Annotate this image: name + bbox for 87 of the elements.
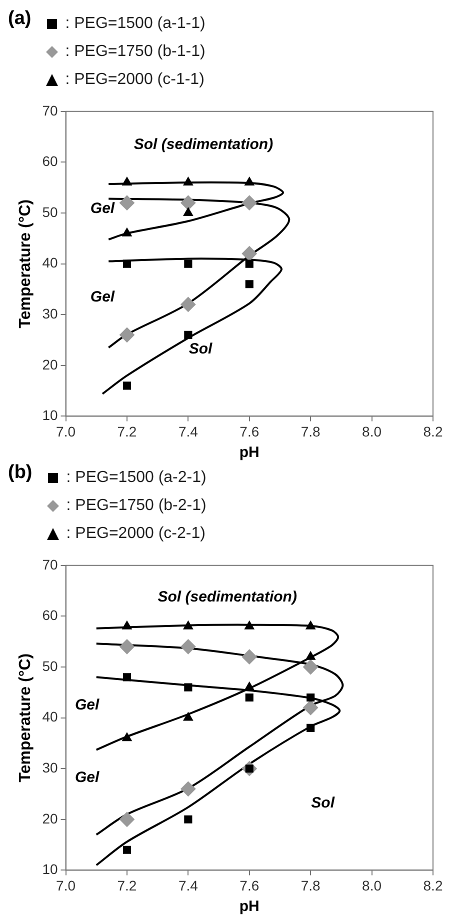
chart-title: (a): [8, 8, 32, 30]
point: [122, 260, 132, 268]
y-tick-label: 30: [42, 305, 58, 322]
x-axis-title: pH: [239, 898, 260, 916]
y-tick-label: 60: [42, 153, 58, 170]
y-tick-label: 10: [42, 861, 58, 878]
x-tick-label: 7.8: [300, 423, 321, 440]
point: [242, 195, 257, 210]
x-tick-label: 8.2: [423, 877, 443, 894]
point: [184, 683, 192, 692]
annotation: Gel: [74, 768, 100, 786]
point: [119, 639, 134, 654]
annotation: Sol (sedimentation): [158, 588, 297, 606]
legend-label: : PEG=2000 (c-2-1): [66, 525, 206, 543]
y-axis-title: Temperature (°C): [17, 199, 34, 328]
x-tick-label: 7.8: [300, 877, 321, 894]
y-tick-label: 30: [42, 759, 58, 776]
point: [242, 649, 257, 664]
legend-label: : PEG=2000 (c-1-1): [65, 71, 204, 89]
point: [122, 673, 132, 682]
annotation: Gel: [90, 200, 116, 218]
x-tick-label: 7.2: [117, 423, 137, 440]
point: [183, 177, 194, 186]
point: [306, 651, 316, 660]
x-tick-label: 7.6: [240, 877, 260, 894]
x-tick-label: 7.2: [117, 877, 137, 894]
y-tick-label: 40: [42, 708, 58, 725]
point: [242, 246, 257, 262]
y-tick-label: 50: [42, 658, 58, 674]
legend-label: : PEG=1500 (a-1-1): [65, 15, 206, 33]
point: [306, 693, 315, 702]
y-tick-label: 70: [42, 556, 58, 572]
point: [183, 208, 194, 216]
legend-label: : PEG=1750 (b-1-1): [65, 43, 206, 61]
x-tick-label: 7.0: [56, 423, 76, 440]
y-tick-label: 20: [42, 810, 58, 826]
point: [306, 620, 316, 630]
point: [244, 682, 254, 690]
y-tick-label: 50: [42, 204, 58, 220]
annotation: Gel: [74, 696, 100, 714]
point: [122, 177, 132, 186]
point: [180, 781, 196, 796]
x-tick-label: 8.0: [362, 423, 382, 440]
point: [184, 815, 192, 824]
annotation: Gel: [90, 288, 116, 306]
x-tick-label: 8.2: [423, 423, 443, 440]
y-tick-label: 70: [42, 102, 58, 118]
point: [244, 177, 254, 186]
x-tick-label: 7.4: [178, 877, 198, 894]
annotation: Sol: [188, 340, 214, 358]
point: [122, 620, 132, 630]
annotation: Sol (sedimentation): [134, 136, 274, 154]
point: [122, 846, 132, 854]
point: [306, 724, 315, 732]
point: [122, 228, 132, 236]
point: [119, 812, 134, 827]
legend-label: : PEG=1750 (b-2-1): [66, 497, 206, 515]
x-tick-label: 7.0: [56, 877, 76, 894]
point: [303, 700, 318, 716]
point: [245, 693, 254, 702]
annotation: Sol: [311, 794, 336, 812]
point: [180, 195, 196, 210]
point: [245, 280, 254, 288]
chart-title: (b): [8, 462, 32, 484]
y-tick-label: 40: [42, 254, 58, 271]
point: [119, 327, 134, 342]
point: [184, 330, 192, 339]
point: [180, 639, 196, 654]
y-tick-label: 10: [42, 407, 58, 424]
point: [303, 660, 318, 674]
x-tick-label: 8.0: [362, 877, 382, 894]
point: [183, 620, 194, 630]
point: [180, 296, 196, 312]
point: [184, 260, 192, 268]
point: [122, 382, 132, 390]
legend-label: : PEG=1500 (a-2-1): [66, 469, 206, 487]
point: [119, 195, 134, 210]
point: [244, 620, 254, 630]
x-axis-title: pH: [239, 444, 260, 462]
y-axis-title: Temperature (°C): [17, 653, 34, 782]
point: [245, 260, 254, 268]
y-tick-label: 60: [42, 607, 58, 624]
point: [122, 732, 132, 742]
x-tick-label: 7.6: [240, 423, 260, 440]
point: [183, 712, 194, 721]
y-tick-label: 20: [42, 356, 58, 372]
x-tick-label: 7.4: [178, 423, 198, 440]
